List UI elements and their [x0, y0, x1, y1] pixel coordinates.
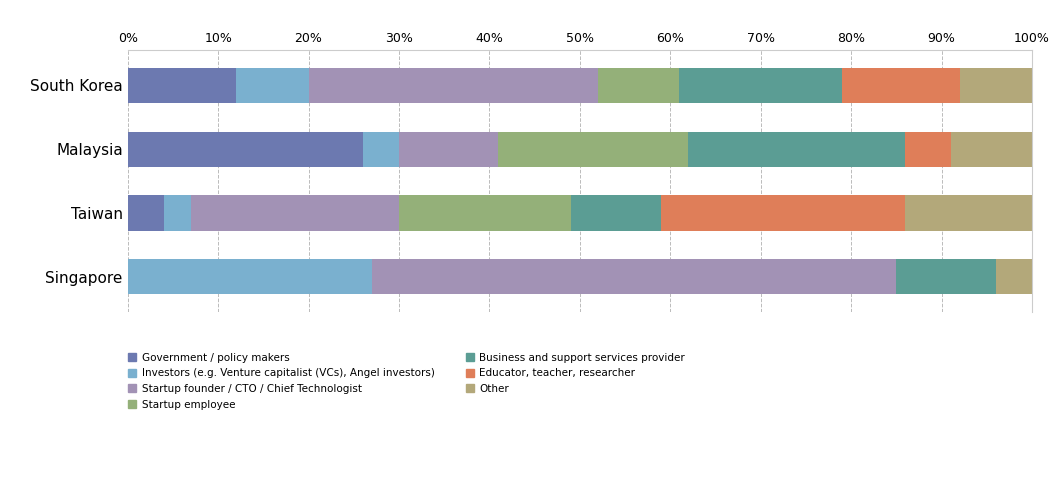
- Bar: [842, 68, 960, 103]
- Bar: [960, 68, 1032, 103]
- Bar: [236, 68, 309, 103]
- Bar: [363, 132, 399, 166]
- Bar: [996, 259, 1032, 294]
- Bar: [128, 196, 164, 230]
- Bar: [128, 68, 236, 103]
- Bar: [399, 196, 570, 230]
- Bar: [896, 259, 996, 294]
- Bar: [598, 68, 679, 103]
- Bar: [679, 68, 843, 103]
- Bar: [905, 196, 1032, 230]
- Bar: [128, 132, 363, 166]
- Bar: [309, 68, 598, 103]
- Bar: [570, 196, 662, 230]
- Bar: [164, 196, 192, 230]
- Bar: [128, 259, 372, 294]
- Legend: Government / policy makers, Investors (e.g. Venture capitalist (VCs), Angel inve: Government / policy makers, Investors (e…: [123, 349, 689, 414]
- Bar: [372, 259, 896, 294]
- Bar: [192, 196, 399, 230]
- Bar: [951, 132, 1032, 166]
- Bar: [661, 196, 905, 230]
- Bar: [498, 132, 688, 166]
- Bar: [688, 132, 905, 166]
- Bar: [905, 132, 951, 166]
- Bar: [399, 132, 498, 166]
